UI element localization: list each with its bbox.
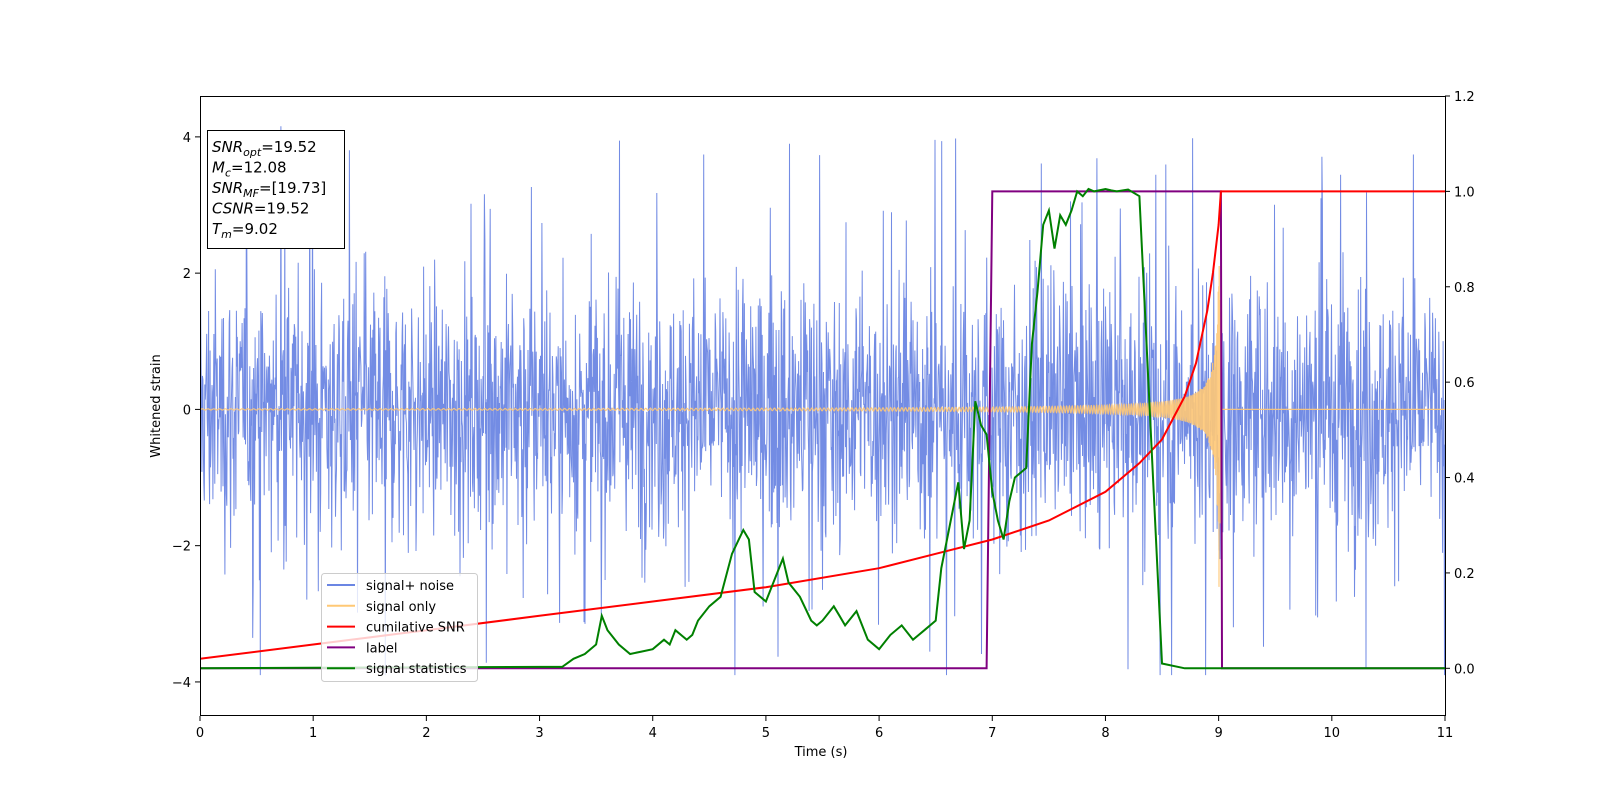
stat-line: CSNR=19.52 xyxy=(212,200,309,218)
x-tick-label: 1 xyxy=(309,726,317,741)
y-axis-label: Whitened strain xyxy=(149,354,164,457)
legend-label: signal+ noise xyxy=(366,579,454,594)
x-tick-label: 4 xyxy=(649,726,657,741)
legend-frame xyxy=(321,573,478,682)
y-left-tick-label: 4 xyxy=(183,131,191,146)
x-tick-label: 0 xyxy=(196,726,204,741)
legend-label: label xyxy=(366,641,397,656)
y-right-tick-label: 0.8 xyxy=(1454,281,1475,296)
y-right-tick-label: 0.4 xyxy=(1454,472,1475,487)
stat-line: Tm=9.02 xyxy=(212,220,278,241)
series-signal-only xyxy=(200,265,1445,587)
axes: 0 1 2 3 4 5 6 7 8 9 10 11 4 2 0 −2 −4 1.2 1.0 0.8 0.6 0.4 0.2 0… xyxy=(172,90,1475,741)
y-right-tick-label: 0.2 xyxy=(1454,567,1475,582)
x-tick-label: 3 xyxy=(535,726,543,741)
y-left-tick-label: −2 xyxy=(172,540,191,555)
stat-line: SNRMF=[19.73] xyxy=(212,179,326,200)
stats-box: SNRopt=19.52Mc=12.08SNRMF=[19.73]CSNR=19… xyxy=(207,130,345,249)
y-left-tick-label: −4 xyxy=(172,676,191,691)
x-tick-label: 8 xyxy=(1101,726,1109,741)
x-tick-label: 6 xyxy=(875,726,883,741)
y-right-tick-label: 1.2 xyxy=(1454,90,1475,105)
series-cumulative-snr xyxy=(200,190,1445,660)
legend: signal+ noise signal only cumilative SNR la… xyxy=(321,573,478,682)
series-signal-plus-noise xyxy=(200,126,1445,676)
x-axis-label: Time (s) xyxy=(794,745,848,760)
stats-box-frame xyxy=(207,130,345,249)
y-right-tick-label: 0.0 xyxy=(1454,662,1475,677)
plot-area xyxy=(200,126,1445,676)
x-tick-label: 9 xyxy=(1214,726,1222,741)
x-tick-label: 2 xyxy=(422,726,430,741)
y-right-tick-label: 1.0 xyxy=(1454,185,1475,200)
series-signal-statistics xyxy=(200,187,1445,670)
y-left-tick-label: 0 xyxy=(183,403,191,418)
x-tick-label: 7 xyxy=(988,726,996,741)
legend-label: signal only xyxy=(366,600,436,615)
stat-line: SNRopt=19.52 xyxy=(212,138,317,159)
x-tick-label: 10 xyxy=(1324,726,1341,741)
x-tick-label: 11 xyxy=(1437,726,1454,741)
x-tick-label: 5 xyxy=(762,726,770,741)
y-left-tick-label: 2 xyxy=(183,267,191,282)
legend-label: cumilative SNR xyxy=(366,621,465,636)
y-right-tick-label: 0.6 xyxy=(1454,376,1475,391)
plot-frame xyxy=(200,96,1446,716)
legend-label: signal statistics xyxy=(366,662,467,677)
stat-line: Mc=12.08 xyxy=(212,159,287,180)
